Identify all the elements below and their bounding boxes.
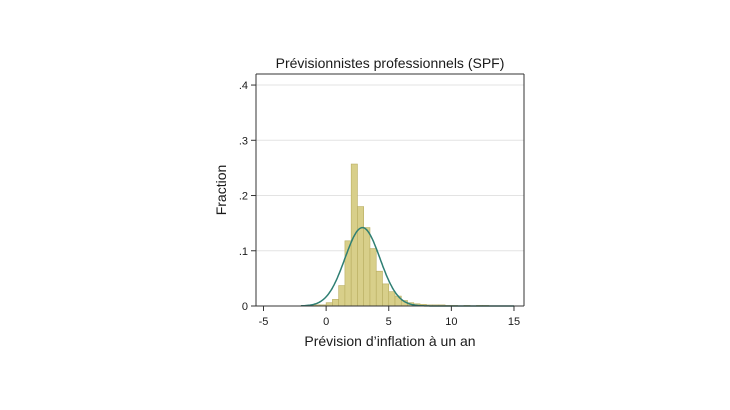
histogram-bar — [369, 248, 377, 307]
y-tick-label: .4 — [239, 80, 248, 92]
y-tick-label: .3 — [239, 135, 248, 147]
x-axis-label: Prévision d’inflation à un an — [304, 333, 475, 349]
histogram-bars — [300, 163, 490, 307]
histogram-bar — [332, 299, 339, 307]
axes — [255, 73, 525, 307]
x-tick-label: 5 — [386, 316, 392, 328]
y-tick-label: 0 — [242, 301, 248, 313]
chart-title: Prévisionnistes professionnels (SPF) — [276, 55, 505, 71]
histogram-bar — [388, 291, 396, 307]
histogram-bar — [382, 283, 390, 307]
histogram-bar — [338, 285, 346, 307]
density-curve — [301, 226, 514, 307]
histogram-bar — [363, 227, 371, 307]
histogram-bar — [357, 206, 365, 307]
x-tick-label: 0 — [323, 316, 329, 328]
y-tick-label: .2 — [239, 191, 248, 203]
grid-lines — [256, 84, 524, 252]
x-axis-ticks: -5 0 5 10 15 — [259, 306, 520, 328]
y-tick-label: .1 — [239, 246, 248, 258]
x-tick-label: 15 — [508, 316, 520, 328]
histogram-bar — [375, 270, 383, 307]
y-axis-label: Fraction — [213, 165, 229, 216]
x-tick-label: -5 — [259, 316, 269, 328]
y-axis-ticks: 0 .1 .2 .3 .4 — [239, 80, 256, 313]
x-tick-label: 10 — [445, 316, 457, 328]
